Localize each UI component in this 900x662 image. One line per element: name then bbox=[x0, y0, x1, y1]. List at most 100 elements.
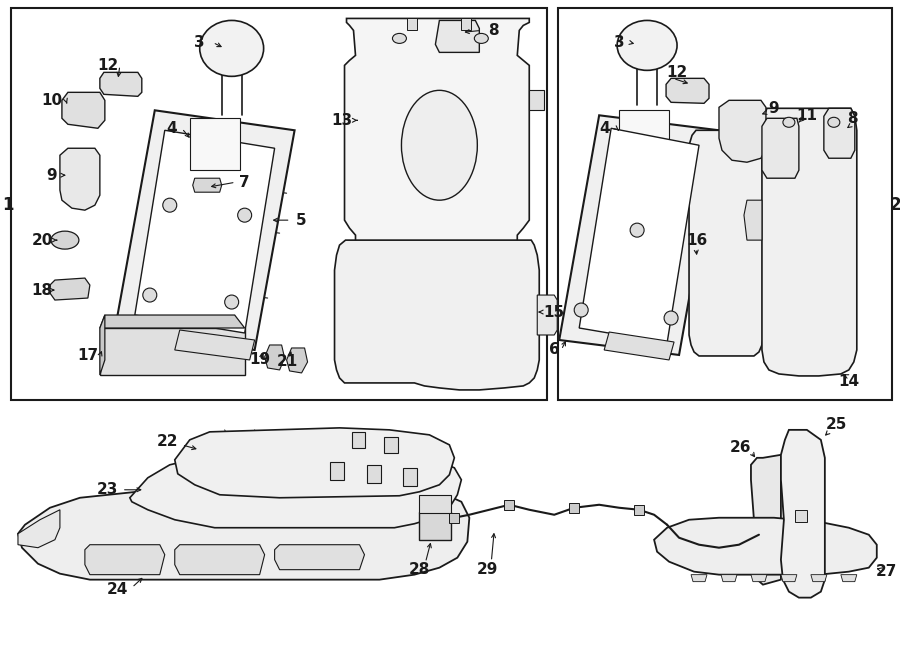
Text: 15: 15 bbox=[544, 305, 565, 320]
Text: 24: 24 bbox=[107, 582, 129, 597]
Text: 8: 8 bbox=[488, 23, 499, 38]
Polygon shape bbox=[135, 130, 274, 333]
Polygon shape bbox=[286, 348, 308, 373]
Polygon shape bbox=[18, 510, 60, 547]
Text: 19: 19 bbox=[249, 352, 270, 367]
Polygon shape bbox=[781, 430, 825, 598]
Polygon shape bbox=[762, 118, 799, 178]
Text: 9: 9 bbox=[47, 167, 58, 183]
Text: 27: 27 bbox=[876, 564, 897, 579]
Bar bbox=[795, 510, 807, 522]
Polygon shape bbox=[824, 109, 855, 158]
Bar bbox=[408, 19, 418, 30]
Text: 18: 18 bbox=[32, 283, 52, 297]
Ellipse shape bbox=[392, 33, 407, 44]
Text: 29: 29 bbox=[477, 562, 498, 577]
Ellipse shape bbox=[617, 21, 677, 70]
Polygon shape bbox=[689, 130, 764, 356]
Ellipse shape bbox=[225, 295, 238, 309]
Polygon shape bbox=[762, 109, 857, 376]
Ellipse shape bbox=[474, 33, 489, 44]
Text: 7: 7 bbox=[239, 175, 250, 190]
Polygon shape bbox=[193, 178, 221, 192]
Text: 23: 23 bbox=[97, 483, 119, 497]
Polygon shape bbox=[529, 90, 544, 111]
Text: 13: 13 bbox=[331, 113, 352, 128]
Text: 10: 10 bbox=[41, 93, 62, 108]
Text: 28: 28 bbox=[409, 562, 430, 577]
Polygon shape bbox=[18, 488, 469, 580]
Bar bbox=[329, 462, 344, 480]
Bar bbox=[619, 111, 669, 162]
Text: 20: 20 bbox=[32, 232, 52, 248]
Bar bbox=[634, 504, 644, 515]
Polygon shape bbox=[274, 545, 364, 570]
Text: 5: 5 bbox=[296, 213, 307, 228]
Ellipse shape bbox=[783, 117, 795, 127]
Text: 8: 8 bbox=[848, 111, 858, 126]
Polygon shape bbox=[62, 92, 105, 128]
Polygon shape bbox=[719, 101, 766, 162]
Polygon shape bbox=[100, 328, 245, 375]
Polygon shape bbox=[580, 128, 699, 343]
Text: 4: 4 bbox=[166, 120, 177, 136]
Text: 3: 3 bbox=[194, 35, 205, 50]
Text: 12: 12 bbox=[97, 58, 119, 73]
Polygon shape bbox=[781, 575, 797, 582]
Bar bbox=[190, 118, 239, 170]
Bar bbox=[462, 19, 472, 30]
Bar bbox=[367, 465, 382, 483]
Polygon shape bbox=[559, 115, 719, 355]
Text: 4: 4 bbox=[598, 120, 609, 136]
Text: 1: 1 bbox=[2, 196, 14, 214]
Polygon shape bbox=[751, 455, 781, 585]
Text: 16: 16 bbox=[687, 232, 707, 248]
Polygon shape bbox=[666, 78, 709, 103]
Polygon shape bbox=[744, 200, 762, 240]
Ellipse shape bbox=[401, 90, 477, 200]
Polygon shape bbox=[751, 575, 767, 582]
Bar bbox=[569, 502, 580, 513]
Polygon shape bbox=[130, 455, 462, 528]
Ellipse shape bbox=[828, 117, 840, 127]
Polygon shape bbox=[85, 545, 165, 575]
Bar bbox=[384, 437, 399, 453]
Ellipse shape bbox=[143, 288, 157, 302]
Ellipse shape bbox=[664, 311, 678, 325]
Polygon shape bbox=[100, 315, 105, 375]
Text: 3: 3 bbox=[614, 35, 625, 50]
Polygon shape bbox=[100, 315, 245, 328]
Bar bbox=[11, 9, 547, 400]
Text: 21: 21 bbox=[277, 354, 298, 369]
Polygon shape bbox=[175, 545, 265, 575]
Ellipse shape bbox=[238, 208, 252, 222]
Polygon shape bbox=[654, 518, 877, 575]
Polygon shape bbox=[691, 575, 707, 582]
Polygon shape bbox=[345, 19, 529, 330]
Polygon shape bbox=[436, 21, 480, 52]
Ellipse shape bbox=[630, 223, 644, 237]
Polygon shape bbox=[175, 428, 454, 498]
Polygon shape bbox=[537, 295, 557, 335]
Text: 26: 26 bbox=[730, 440, 752, 455]
Polygon shape bbox=[100, 72, 142, 97]
Polygon shape bbox=[175, 330, 255, 360]
Text: 25: 25 bbox=[826, 417, 848, 432]
Polygon shape bbox=[115, 111, 294, 350]
Text: 17: 17 bbox=[77, 348, 98, 363]
Polygon shape bbox=[265, 345, 284, 370]
Bar bbox=[504, 500, 514, 510]
Bar bbox=[352, 432, 365, 448]
Polygon shape bbox=[811, 575, 827, 582]
Bar bbox=[419, 495, 452, 513]
Ellipse shape bbox=[200, 21, 264, 76]
Text: 2: 2 bbox=[890, 196, 900, 214]
Text: 12: 12 bbox=[666, 65, 688, 80]
Text: 11: 11 bbox=[796, 108, 817, 122]
Text: 9: 9 bbox=[769, 101, 779, 116]
Ellipse shape bbox=[51, 231, 79, 249]
Text: 6: 6 bbox=[549, 342, 560, 357]
Bar bbox=[558, 9, 892, 400]
Polygon shape bbox=[841, 575, 857, 582]
Polygon shape bbox=[604, 332, 674, 360]
